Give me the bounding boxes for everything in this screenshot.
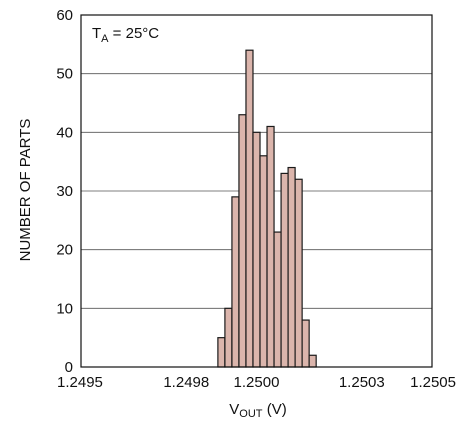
x-axis-title: VOUT (V) [229,401,286,420]
histogram-bar [231,196,240,368]
histogram-bar [273,231,282,368]
y-tick-label: 60 [56,7,73,24]
histogram-bar [294,178,303,368]
histogram-bar [266,125,275,368]
histogram-bar [245,49,254,368]
annotation-main: T [92,25,101,42]
annotation-rest: = 25°C [109,25,160,42]
y-tick-label: 20 [56,242,73,259]
histogram-bars [217,49,317,368]
x-tick-labels: 1.2495 1.2498 1.2500 1.2503 1.2505 [57,374,456,391]
histogram-bar [301,319,310,368]
histogram-bar [259,155,268,368]
annotation-sub: A [101,33,109,45]
histogram-bar [308,354,317,368]
x-axis-title-unit: (V) [263,401,287,418]
y-tick-labels: 0 10 20 30 40 50 60 [56,7,73,376]
histogram-bar [217,337,226,368]
histogram-bar [287,166,296,368]
x-tick-label: 1.2498 [163,374,209,391]
y-tick-label: 40 [56,124,73,141]
x-axis-title-main: V [229,401,239,418]
y-tick-label: 10 [56,300,73,317]
y-tick-label: 30 [56,183,73,200]
histogram-bar [252,131,261,368]
x-tick-label: 1.2495 [57,374,103,391]
y-tick-label: 50 [56,66,73,83]
histogram-bar [280,172,289,368]
temperature-annotation: TA = 25°C [92,25,159,45]
x-tick-label: 1.2505 [410,374,456,391]
y-tick-label: 0 [65,359,73,376]
plot-frame [80,14,433,368]
histogram-bar [238,114,247,368]
x-tick-label: 1.2503 [339,374,385,391]
x-axis-title-sub: OUT [239,408,263,420]
y-axis-title: NUMBER OF PARTS [17,119,34,262]
histogram-bar [224,307,233,368]
x-tick-label: 1.2500 [234,374,280,391]
